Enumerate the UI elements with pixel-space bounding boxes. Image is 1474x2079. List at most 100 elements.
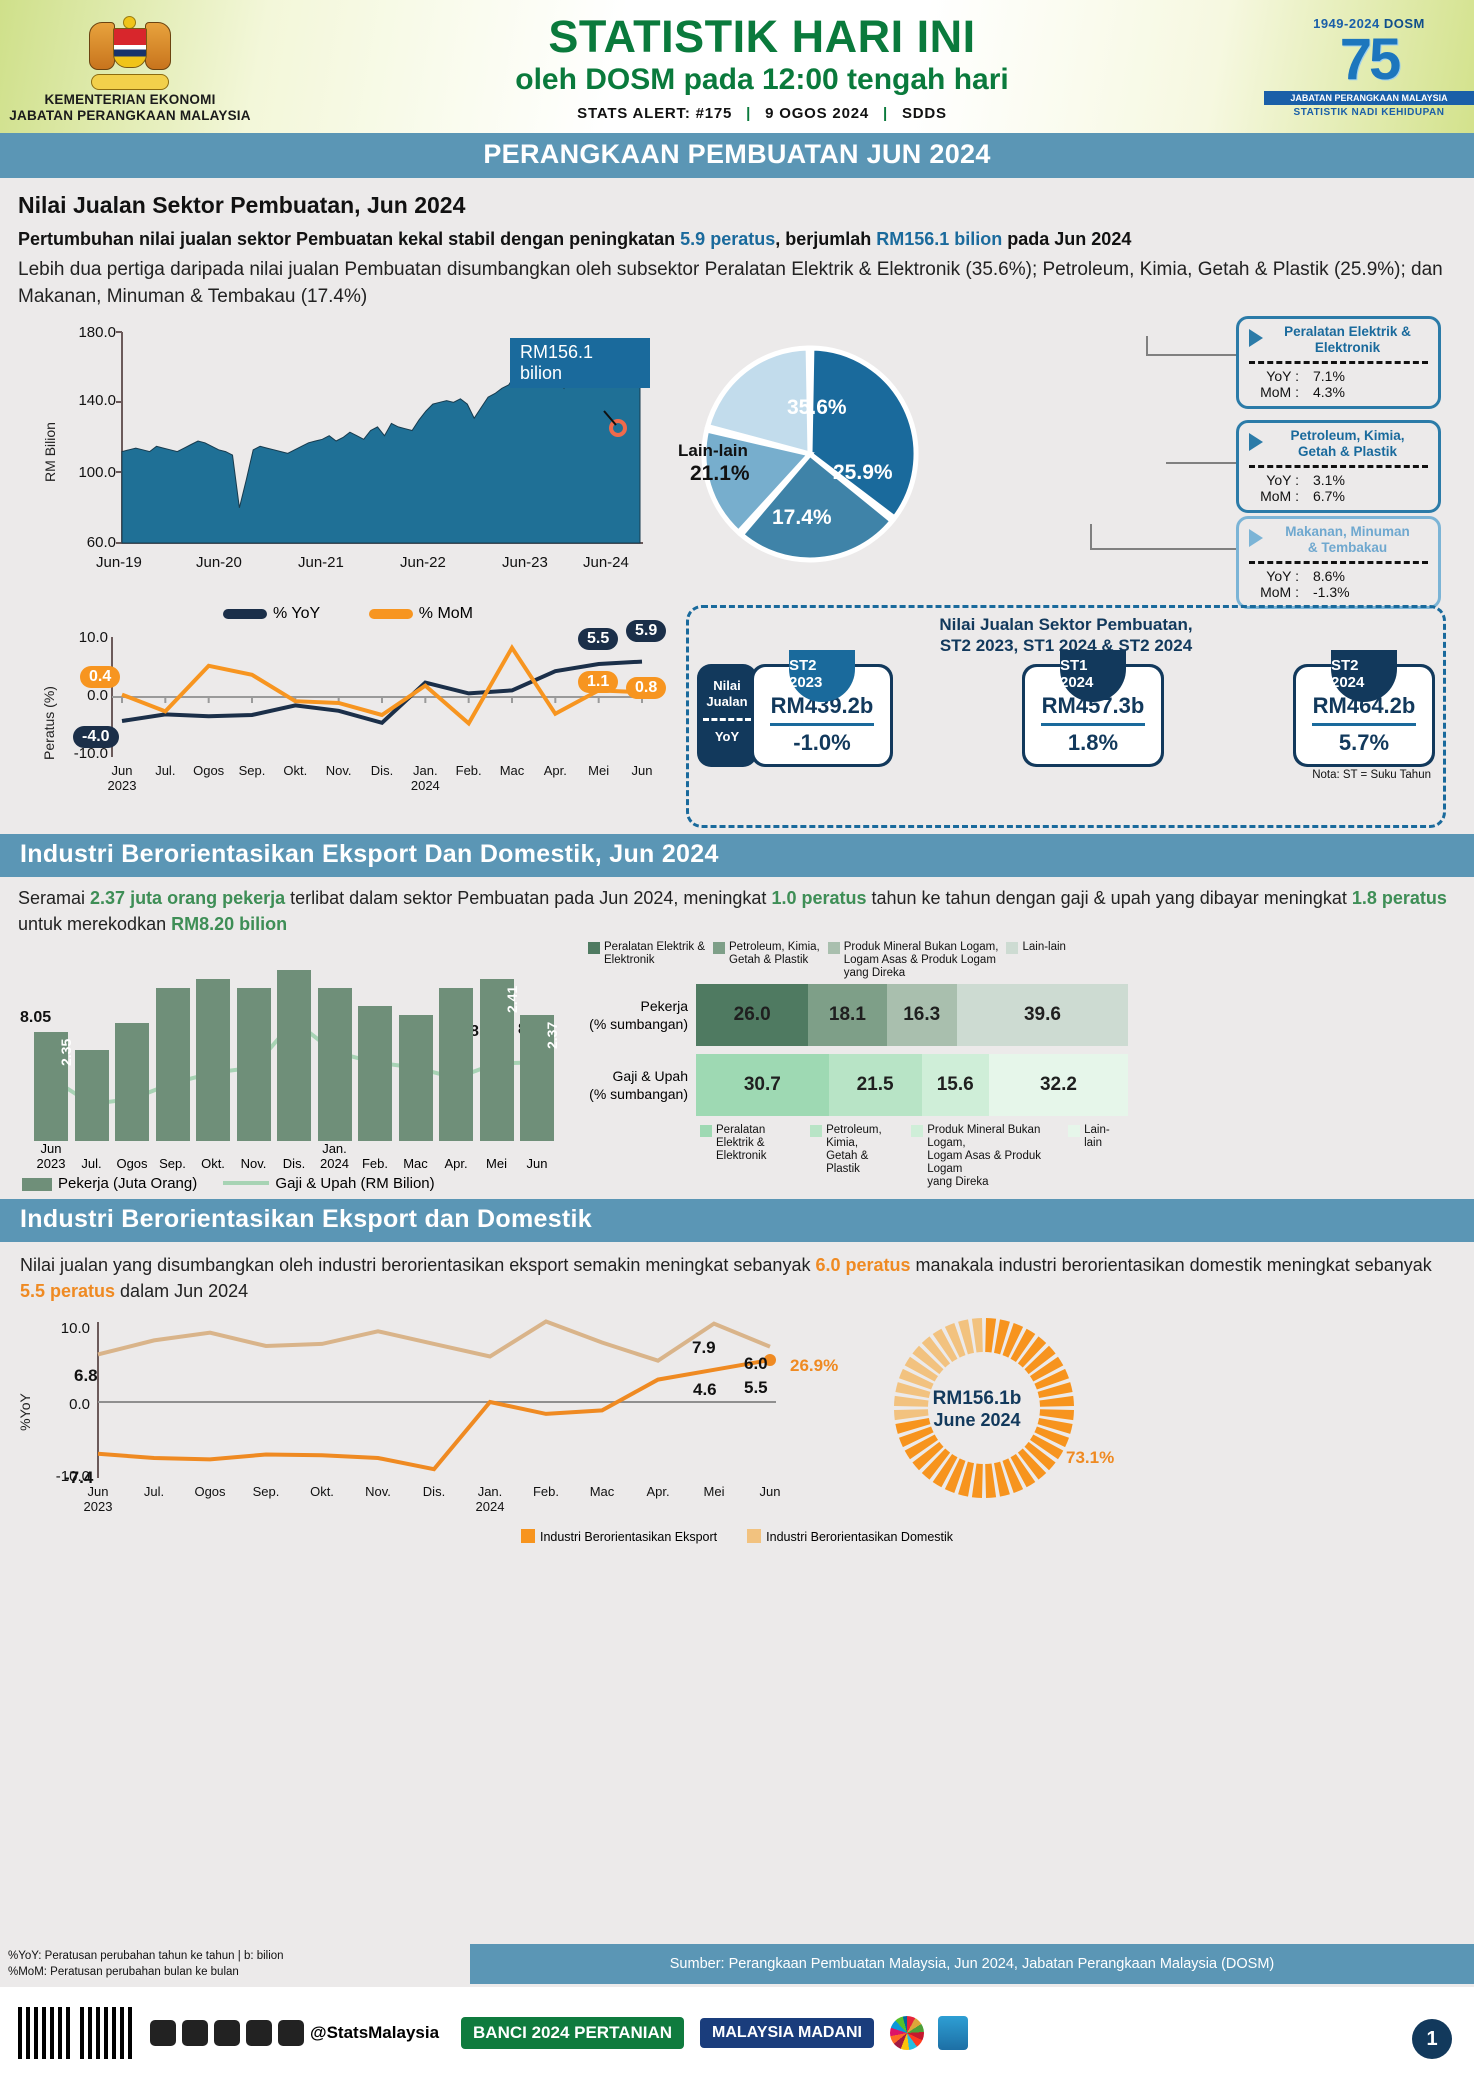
mom-value: 6.7% <box>1313 488 1345 504</box>
lead-part-b: manakala industri berorientasikan domest… <box>910 1255 1432 1275</box>
triangle-bullet-icon <box>1249 329 1263 347</box>
quarterly-card-st1-2024[interactable]: ST1 2024 RM457.3b 1.8% <box>1022 650 1164 767</box>
stats-alert-code: SDDS <box>901 104 947 122</box>
section-sales-value: Nilai Jualan Sektor Pembuatan, Jun 2024 … <box>0 178 1474 828</box>
month-label-10: Apr. <box>444 1156 468 1171</box>
title-line-2: ST2 2023, ST1 2024 & ST2 2024 <box>939 636 1193 655</box>
quarter-badge: ST2 2023 <box>789 650 855 702</box>
social-links: @StatsMalaysia <box>150 2020 439 2046</box>
y-tick-100: 100.0 <box>78 464 116 481</box>
divider <box>1041 723 1145 726</box>
legend-item-1: Petroleum, Kimia, Getah & Plastik <box>810 1124 903 1189</box>
stats-alert-line: STATS ALERT: #175 | 9 OGOS 2024 | SDDS <box>260 105 1264 122</box>
page-number: 1 <box>1412 2019 1452 2059</box>
title-line-1: Nilai Jualan Sektor Pembuatan, <box>939 615 1193 634</box>
mom-value: -1.3% <box>1313 584 1350 600</box>
bar-worker-6 <box>277 969 311 1141</box>
bar-worker-1 <box>74 1050 109 1141</box>
x-tick-9: Mac <box>499 763 525 778</box>
badge-yoy-jun: 5.9 <box>626 620 667 642</box>
qr-code-icon-2[interactable] <box>80 2007 132 2059</box>
yoy-label: YoY : <box>1266 368 1299 384</box>
y-tick-neg10: -10.0 <box>55 1468 90 1485</box>
legend-label-export: Industri Berorientasikan Eksport <box>539 1530 718 1544</box>
x-tick-7: Jan. 2024 <box>410 763 440 793</box>
bar-worker-0 <box>34 1032 68 1141</box>
lead-highlight-value: RM156.1 bilion <box>876 229 1003 249</box>
quarterly-card-st2-2024[interactable]: ST2 2024 RM464.2b 5.7% <box>1293 650 1435 767</box>
instagram-icon[interactable] <box>150 2020 176 2046</box>
bar-worker-5 <box>236 987 271 1141</box>
stacked-legend-top: Peralatan Elektrik & Elektronik Petroleum,… <box>588 941 1128 980</box>
callout-electrical-electronic[interactable]: Peralatan Elektrik & Elektronik YoY : 7.1… <box>1236 316 1441 409</box>
legend-label-3: Lain-lain <box>1022 941 1066 953</box>
row-label-line1: Pekerja <box>640 998 688 1014</box>
legend-swatch-3 <box>1068 1125 1081 1137</box>
quarter-year: 2024 <box>1331 674 1365 691</box>
label-yoy: YoY <box>714 729 740 744</box>
stack-segment-0-2: 16.3 <box>886 984 957 1046</box>
badge-mom-first: 0.4 <box>80 666 121 688</box>
month-label-11: Mei <box>486 1156 507 1171</box>
quarter-badge: ST2 2024 <box>1331 650 1397 702</box>
month-label-12: Jun <box>526 1156 548 1171</box>
lc2-x-tick-0: Jun 2023 <box>83 1484 113 1514</box>
area-chart-callout-label: RM156.1 bilion <box>510 338 650 388</box>
legend-item-0: Peralatan Elektrik & Elektronik <box>700 1124 802 1189</box>
legend-item-1: Petroleum, Kimia, Getah & Plastik <box>713 941 820 980</box>
x-tick-5: Nov. <box>325 763 352 778</box>
partner-logo-icon <box>937 2016 968 2050</box>
qr-code-icon[interactable] <box>18 2007 70 2059</box>
bar-worker-3 <box>155 987 190 1141</box>
x-twitter-icon[interactable] <box>214 2020 240 2046</box>
y-tick-0: 0.0 <box>87 687 108 704</box>
sdg-wheel-icon <box>889 2016 924 2050</box>
callout-petroleum-chemical[interactable]: Petroleum, Kimia, Getah & Plastik YoY : 3… <box>1236 420 1441 513</box>
lead-part-c: tahun ke tahun dengan gaji & upah yang d… <box>866 888 1352 908</box>
legend-swatch-domestic <box>747 1529 762 1543</box>
divider <box>1249 361 1428 364</box>
y-tick-140: 140.0 <box>78 392 116 409</box>
divider <box>703 718 751 721</box>
triangle-bullet-icon <box>1249 433 1263 451</box>
stacked-row-label: Pekerja (% sumbangan) <box>588 997 696 1033</box>
month-label-2: Ogos <box>116 1156 148 1171</box>
lc2-x-tick-11: Mei <box>703 1484 725 1499</box>
divider: | <box>746 104 752 122</box>
banner-export-domestic-industry: Industri Berorientasikan Eksport Dan Dom… <box>0 834 1474 877</box>
legend-label-yoy: % YoY <box>272 605 320 622</box>
quarterly-card-st2-2023[interactable]: ST2 2023 RM439.2b -1.0% <box>751 650 893 767</box>
legend-label-2: Produk Mineral Bukan Logam, Logam Asas & … <box>843 941 999 979</box>
card-yoy-pct: 1.8% <box>1067 730 1119 755</box>
month-label-9: Mac <box>403 1156 428 1171</box>
lc2-x-tick-8: Feb. <box>532 1484 559 1499</box>
pie-chart-svg <box>701 345 919 563</box>
ministry-crest-block: KEMENTERIAN EKONOMI JABATAN PERANGKAAN M… <box>0 10 260 124</box>
bar-value-0: 2.35 <box>58 1039 74 1067</box>
banner-export-domestic: Industri Berorientasikan Eksport dan Dom… <box>0 1199 1474 1242</box>
mom-label: MoM : <box>1260 384 1299 400</box>
leader-tick-3 <box>1090 524 1092 550</box>
banner-manufacturing-statistics: PERANGKAAN PEMBUATAN JUN 2024 <box>0 133 1474 178</box>
malaysia-madani-logo: MALAYSIA MADANI <box>700 2018 874 2048</box>
facebook-icon[interactable] <box>182 2020 208 2046</box>
youtube-icon[interactable] <box>246 2020 272 2046</box>
legend-swatch-3 <box>1006 942 1019 954</box>
tiktok-icon[interactable] <box>278 2020 304 2046</box>
bar-worker-10 <box>439 987 473 1141</box>
month-label-4: Okt. <box>201 1156 225 1171</box>
stack-segment-1-0: 30.7 <box>696 1054 829 1116</box>
callout-food-beverage-tobacco[interactable]: Makanan, Minuman & Tembakau YoY : 8.6% Mo… <box>1236 516 1441 609</box>
legend-label-0: Peralatan Elektrik & Elektronik <box>604 941 705 966</box>
divider <box>1312 723 1416 726</box>
bar-worker-4 <box>196 978 230 1141</box>
footer-notes: %YoY: Peratusan perubahan tahun ke tahun… <box>0 1948 470 1980</box>
y-tick-10: 10.0 <box>78 629 108 646</box>
callout-title: Petroleum, Kimia, Getah & Plastik <box>1290 428 1405 459</box>
badge-mom-mei: 1.1 <box>578 671 619 693</box>
donut-label-export-pct: 26.9% <box>790 1356 839 1375</box>
donut-label-domestic-pct: 73.1% <box>1066 1448 1115 1467</box>
section1-heading: Nilai Jualan Sektor Pembuatan, Jun 2024 <box>18 192 466 218</box>
stacked-bar-gaji: 30.7 21.5 15.6 32.2 <box>696 1054 1128 1116</box>
legend-label-1: Petroleum, Kimia, Getah & Plastik <box>826 1124 882 1175</box>
